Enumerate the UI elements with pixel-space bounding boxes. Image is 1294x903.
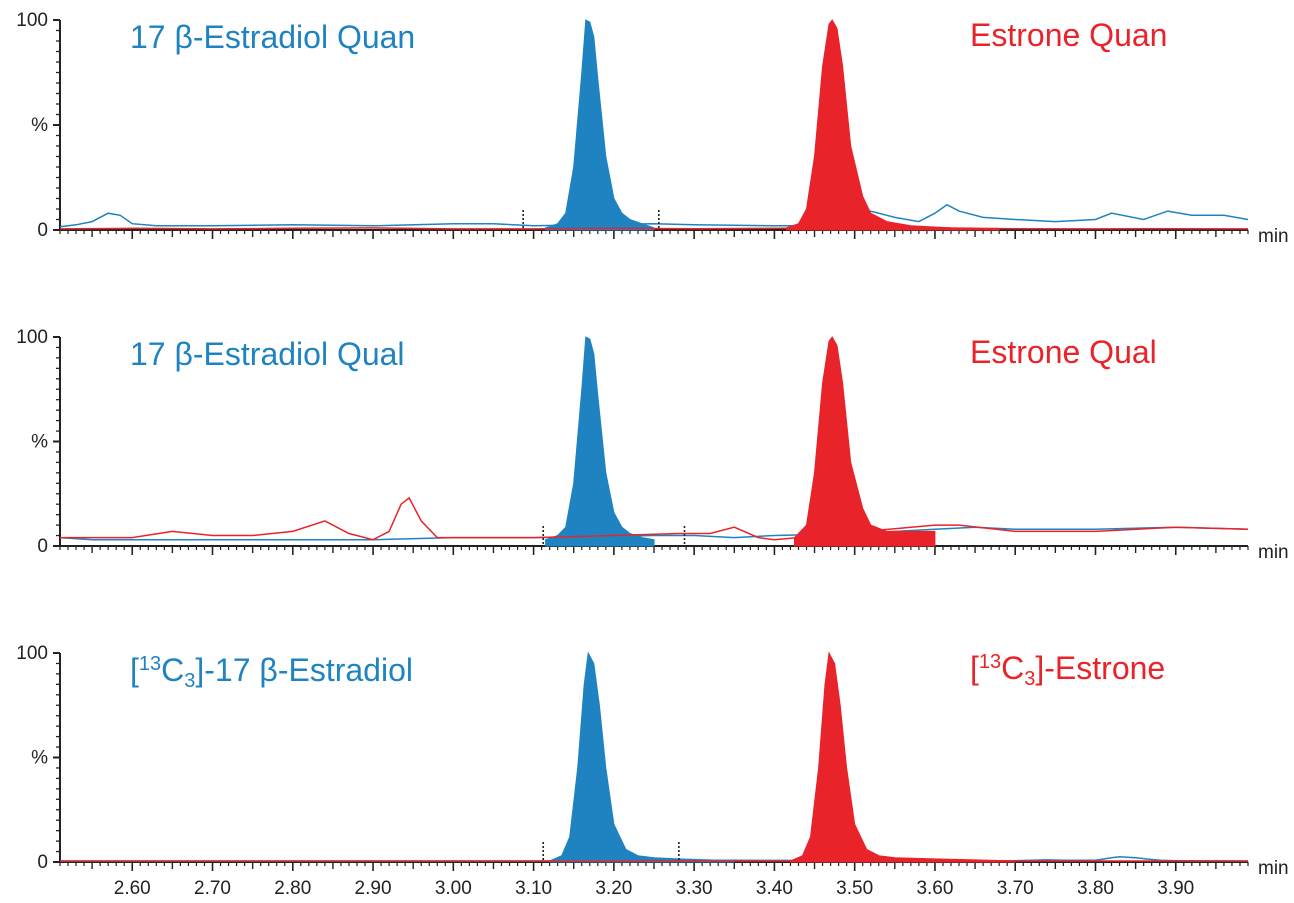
panel-title-right: [13C3]-Estrone [970, 650, 1165, 690]
panel-title-left: 17 β-Estradiol Quan [130, 19, 415, 55]
estradiol-peak-area [545, 19, 655, 231]
x-tick-label: 2.60 [114, 878, 151, 899]
x-tick-label: 3.60 [916, 878, 953, 899]
y-tick-label: % [31, 432, 48, 453]
x-tick-label: 3.90 [1157, 878, 1194, 899]
panel-title-right: Estrone Qual [970, 334, 1157, 370]
y-tick-label: 0 [37, 536, 48, 557]
y-tick-label: 0 [37, 852, 48, 873]
y-tick-label: % [31, 115, 48, 136]
x-tick-label: 3.70 [997, 878, 1034, 899]
panel-title-right: Estrone Quan [970, 17, 1167, 53]
panel-title-left: [13C3]-17 β-Estradiol [130, 652, 413, 692]
estrone-trace-line [60, 496, 1249, 541]
x-tick-label: 2.80 [274, 878, 311, 899]
x-tick-label: 2.90 [355, 878, 392, 899]
y-tick-label: 100 [16, 327, 48, 348]
x-unit-label: min [1258, 858, 1289, 879]
estrone-peak-area [785, 19, 1000, 231]
chart-panel-3: 100% 0 min 2.60 2.70 2.80 2.90 3.00 3.10 3.20 3.30… [16, 643, 1288, 899]
estradiol-peak-area [545, 336, 655, 547]
estradiol-peak-area [549, 651, 735, 863]
estrone-peak-area [790, 651, 1016, 863]
estradiol-trace-line [59, 203, 1249, 228]
chart-panel-2: 100% 0 min 17 β-Estradiol Qual Estrone Qual [16, 327, 1288, 563]
x-unit-label: min [1258, 226, 1289, 247]
x-tick-label: 3.30 [676, 878, 713, 899]
y-tick-label: 100 [16, 643, 48, 664]
x-tick-label: 3.10 [515, 878, 552, 899]
y-tick-label: 0 [37, 220, 48, 241]
x-tick-label: 3.80 [1077, 878, 1114, 899]
x-tick-label: 3.50 [836, 878, 873, 899]
estrone-peak-area [794, 336, 936, 547]
x-tick-label: 3.40 [756, 878, 793, 899]
estrone-trace-line [59, 227, 1249, 230]
panel-title-left: 17 β-Estradiol Qual [130, 336, 405, 372]
x-tick-label: 2.70 [194, 878, 231, 899]
chart-panel-1: 100% 0 min 17 β-Estradiol Quan Estrone Quan [16, 10, 1288, 247]
x-tick-label: 3.00 [435, 878, 472, 899]
estradiol-trace-line [59, 526, 1249, 541]
x-unit-label: min [1258, 542, 1289, 563]
x-tick-label: 3.20 [595, 878, 632, 899]
y-tick-label: 100 [16, 10, 48, 31]
y-tick-label: % [31, 748, 48, 769]
